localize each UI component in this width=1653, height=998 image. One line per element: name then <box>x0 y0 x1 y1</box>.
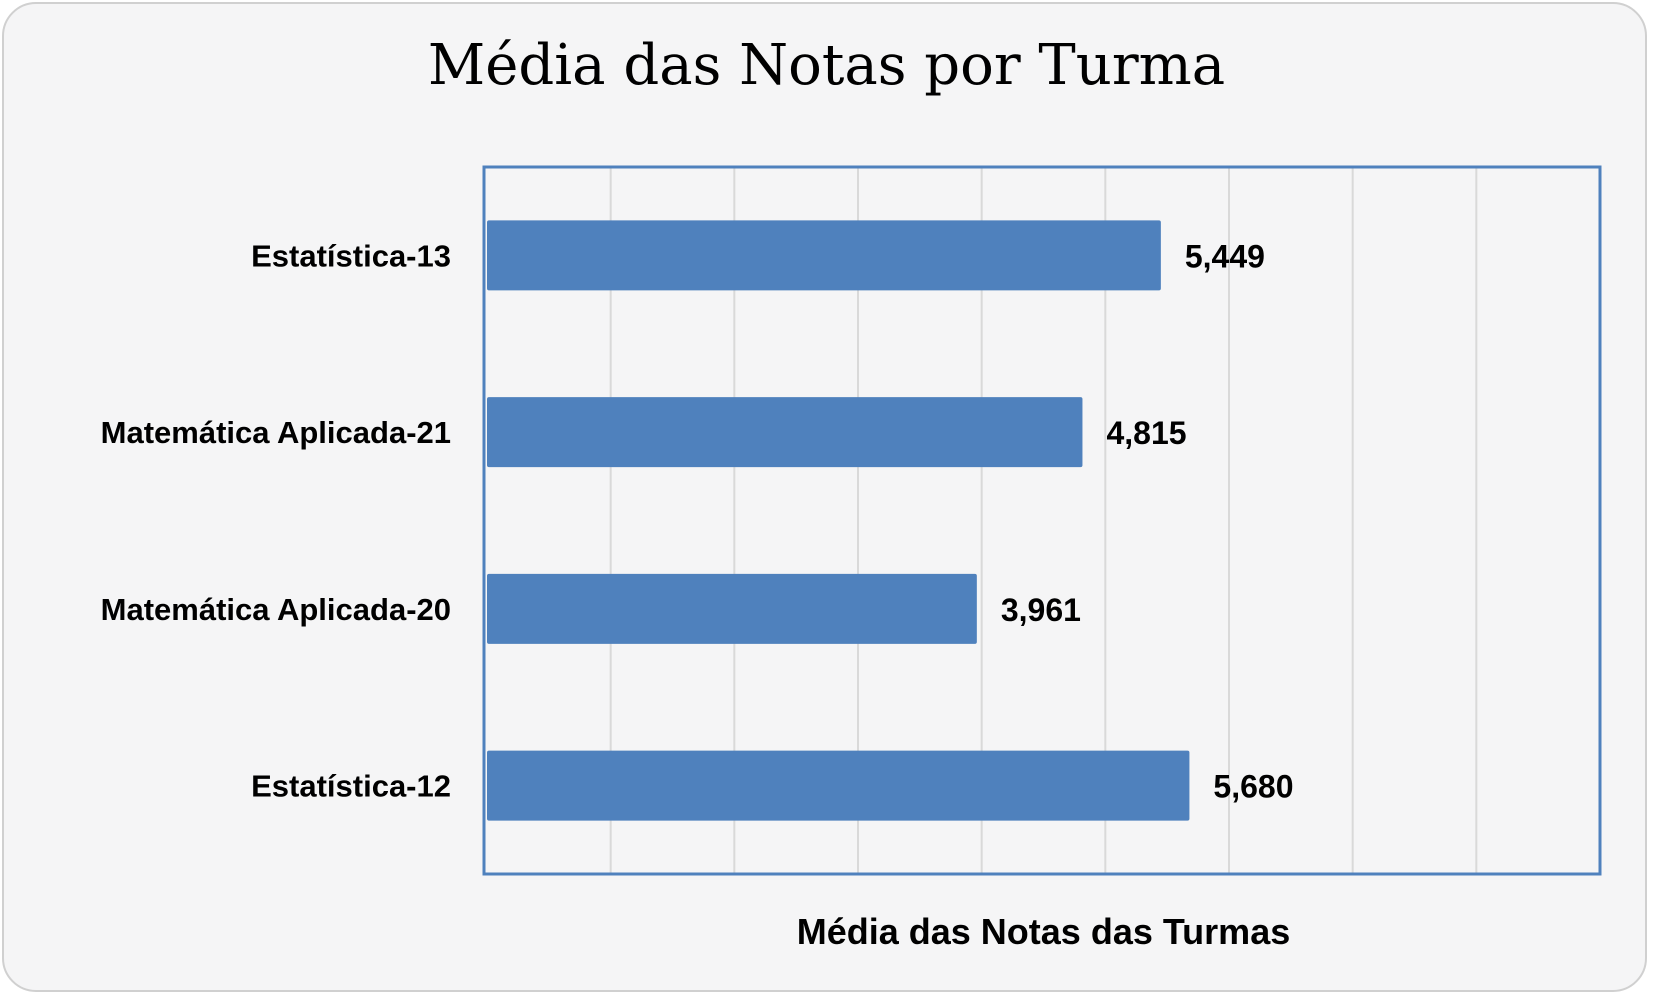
bar <box>487 750 1190 821</box>
data-label: 5,449 <box>1185 238 1265 274</box>
data-label: 3,961 <box>1001 592 1081 628</box>
chart-title: Média das Notas por Turma <box>427 33 1226 98</box>
category-label: Matemática Aplicada-21 <box>101 415 451 450</box>
bar <box>487 573 977 644</box>
bar <box>487 220 1161 291</box>
data-label: 4,815 <box>1106 415 1186 451</box>
plot-area-border <box>482 165 1602 876</box>
category-label: Matemática Aplicada-20 <box>101 592 451 627</box>
data-label: 5,680 <box>1213 769 1293 805</box>
category-label: Estatística-13 <box>251 238 451 273</box>
x-axis-title: Média das Notas das Turmas <box>796 911 1291 952</box>
bar <box>487 397 1083 468</box>
category-label: Estatística-12 <box>251 769 451 804</box>
